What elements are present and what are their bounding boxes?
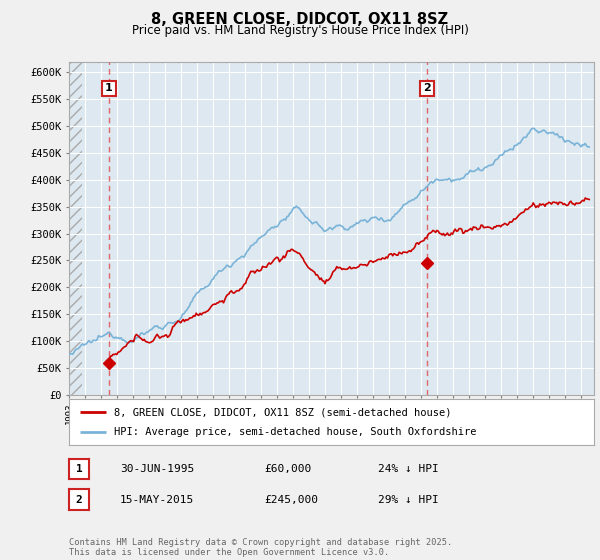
Bar [69, 62, 82, 395]
Text: 8, GREEN CLOSE, DIDCOT, OX11 8SZ (semi-detached house): 8, GREEN CLOSE, DIDCOT, OX11 8SZ (semi-d… [113, 407, 451, 417]
Text: 24% ↓ HPI: 24% ↓ HPI [378, 464, 439, 474]
Text: 2: 2 [76, 494, 82, 505]
Text: 1: 1 [105, 83, 113, 94]
Text: 2: 2 [423, 83, 431, 94]
Text: 29% ↓ HPI: 29% ↓ HPI [378, 494, 439, 505]
Text: £60,000: £60,000 [264, 464, 311, 474]
Text: £245,000: £245,000 [264, 494, 318, 505]
Text: 1: 1 [76, 464, 82, 474]
Text: HPI: Average price, semi-detached house, South Oxfordshire: HPI: Average price, semi-detached house,… [113, 427, 476, 437]
Text: 8, GREEN CLOSE, DIDCOT, OX11 8SZ: 8, GREEN CLOSE, DIDCOT, OX11 8SZ [151, 12, 449, 27]
Text: Contains HM Land Registry data © Crown copyright and database right 2025.
This d: Contains HM Land Registry data © Crown c… [69, 538, 452, 557]
Text: 30-JUN-1995: 30-JUN-1995 [120, 464, 194, 474]
Text: 15-MAY-2015: 15-MAY-2015 [120, 494, 194, 505]
Text: Price paid vs. HM Land Registry's House Price Index (HPI): Price paid vs. HM Land Registry's House … [131, 24, 469, 36]
